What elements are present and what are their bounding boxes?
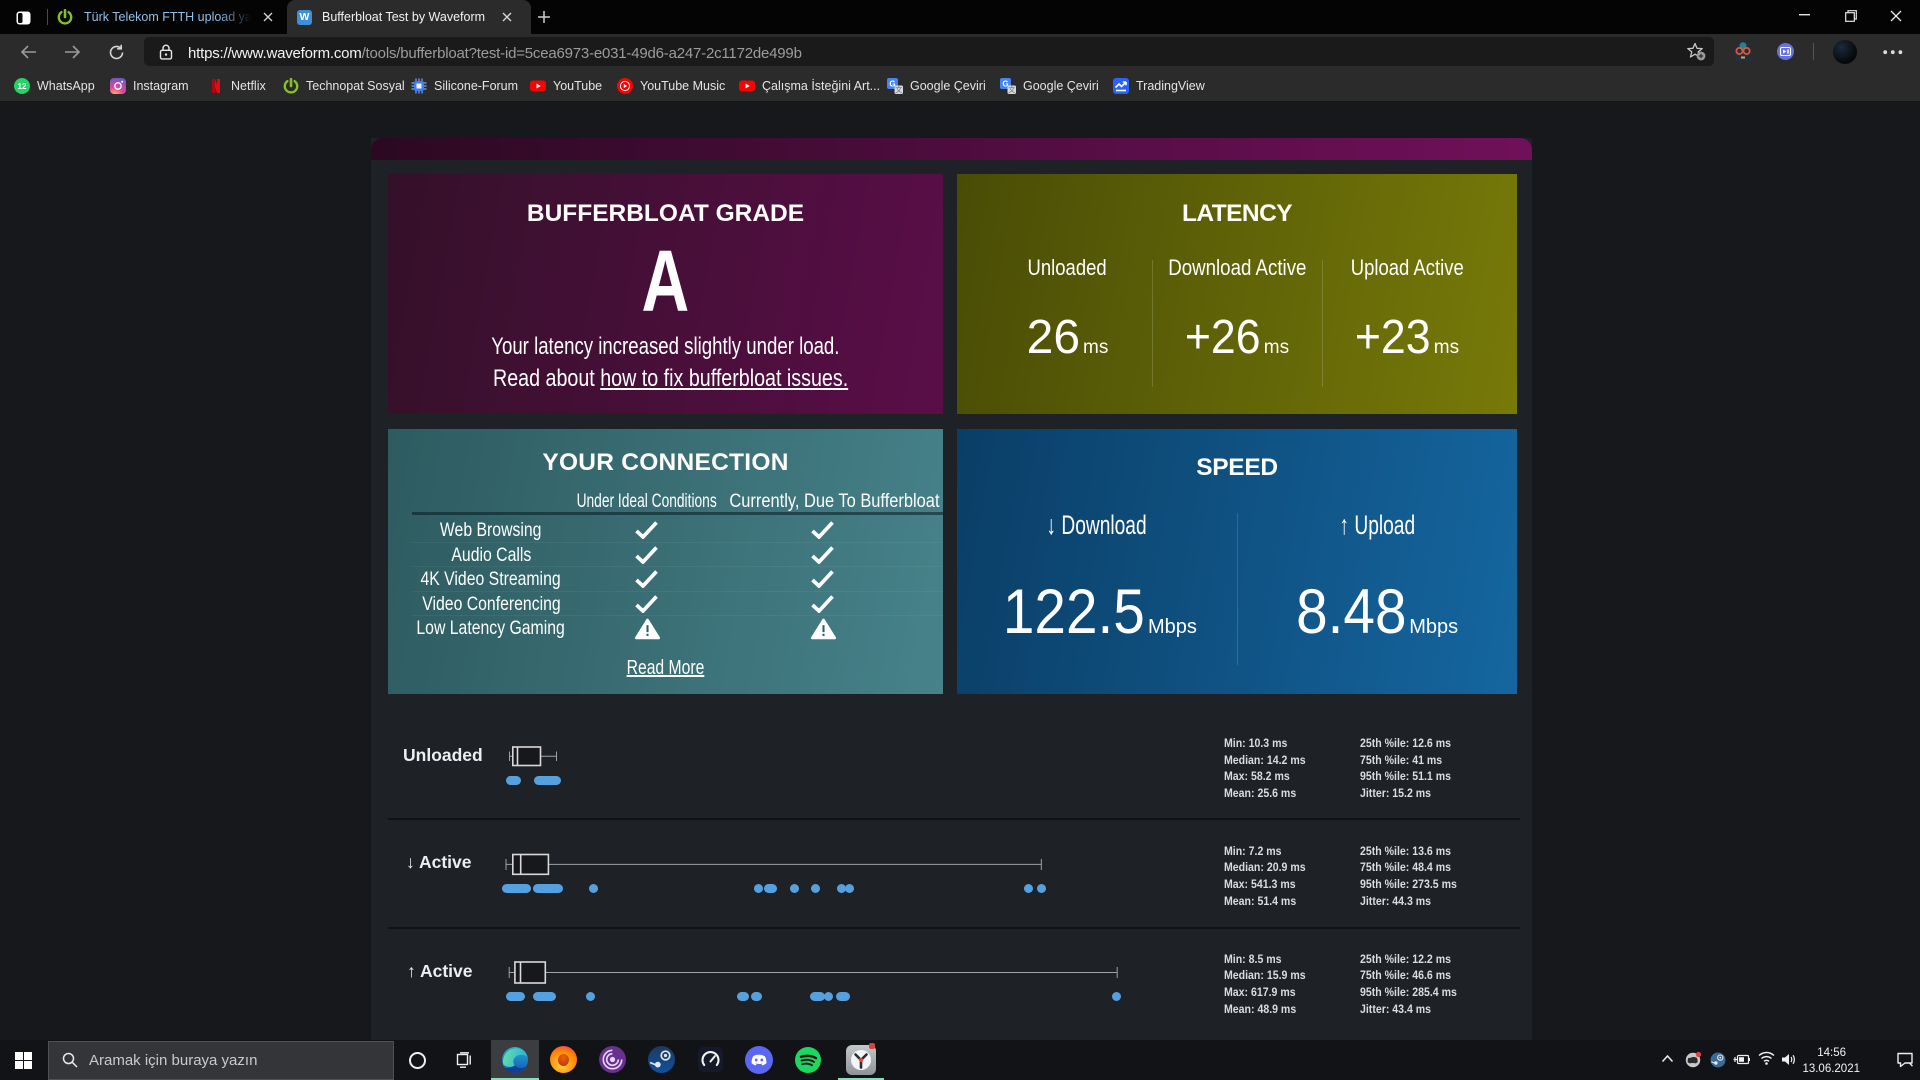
svg-text:G: G	[889, 80, 895, 89]
svg-text:文: 文	[1008, 85, 1015, 94]
svg-text:12: 12	[18, 82, 27, 91]
svg-text:文: 文	[895, 85, 902, 94]
svg-text:G: G	[1002, 80, 1008, 89]
